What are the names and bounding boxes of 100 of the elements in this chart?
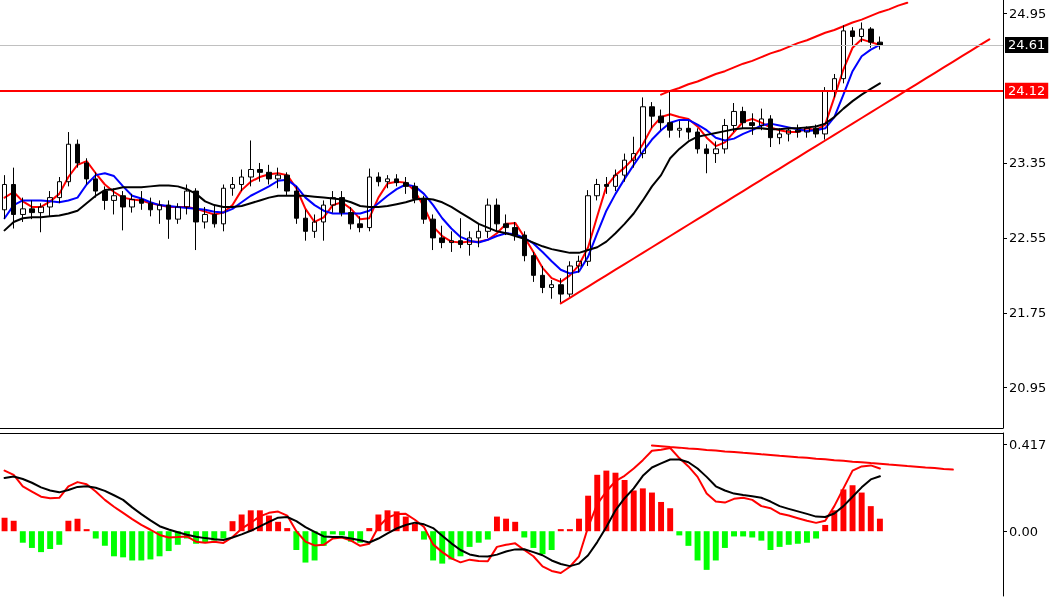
bar — [512, 521, 519, 532]
candlestick — [695, 127, 700, 155]
candlestick — [2, 174, 7, 220]
bar — [56, 531, 63, 545]
candlestick — [102, 185, 108, 211]
candlestick — [540, 265, 545, 294]
candlestick — [120, 190, 126, 231]
bar — [876, 518, 883, 532]
bar — [621, 480, 628, 532]
bar — [648, 492, 655, 532]
bar — [740, 531, 747, 537]
candlestick — [768, 114, 773, 148]
bar — [630, 490, 637, 532]
candlestick — [385, 174, 390, 189]
bar — [19, 531, 26, 543]
candlestick — [367, 168, 372, 232]
bar — [749, 531, 756, 538]
candlestick — [330, 190, 336, 214]
bar — [147, 531, 154, 560]
candlestick — [494, 198, 500, 232]
candlestick — [795, 124, 801, 139]
bar — [813, 531, 820, 539]
bar — [83, 529, 90, 532]
candlestick — [677, 120, 682, 139]
bar — [466, 531, 473, 547]
candlestick — [202, 206, 208, 230]
bar — [685, 531, 692, 546]
bar — [111, 531, 117, 557]
ref-line-label: 24.12 — [1008, 83, 1046, 99]
bar — [667, 508, 674, 532]
bar — [557, 529, 564, 532]
bar — [840, 489, 847, 532]
candlestick — [284, 171, 290, 197]
bar — [758, 531, 765, 541]
bar — [275, 521, 282, 532]
y-tick-label: 20.95 — [1009, 380, 1047, 396]
bar — [794, 531, 801, 544]
bar — [38, 531, 44, 553]
candlestick — [822, 86, 828, 141]
candlestick — [175, 202, 181, 225]
candlestick — [658, 109, 664, 131]
bar — [411, 523, 418, 532]
candlestick — [503, 213, 509, 236]
bar — [703, 531, 710, 570]
bar — [521, 531, 528, 538]
candlestick — [157, 199, 162, 225]
candlestick — [257, 162, 263, 183]
bar — [338, 531, 345, 536]
candlestick — [193, 187, 199, 251]
candlestick — [294, 185, 299, 225]
bar — [594, 474, 601, 532]
candlestick — [11, 167, 16, 230]
bar — [92, 531, 99, 539]
candlestick — [512, 221, 518, 242]
candlestick — [312, 213, 317, 239]
candlestick — [704, 143, 709, 174]
bar — [822, 524, 829, 532]
bar — [421, 531, 427, 540]
candlestick — [47, 190, 53, 217]
candlestick — [239, 169, 244, 192]
candlestick — [38, 202, 44, 233]
candlestick — [148, 197, 153, 217]
candlestick — [567, 260, 573, 298]
bar — [731, 531, 737, 537]
candlestick — [458, 217, 463, 249]
bar — [120, 531, 127, 558]
candlestick — [75, 139, 80, 169]
candlestick — [111, 187, 117, 215]
bar — [858, 492, 865, 532]
candlestick — [166, 199, 171, 240]
candlestick — [631, 136, 636, 169]
bar — [785, 531, 792, 545]
bar — [475, 531, 482, 543]
bar — [776, 531, 783, 547]
bar — [1, 517, 8, 532]
candlestick — [66, 131, 71, 187]
bar — [503, 518, 510, 532]
candlestick — [759, 108, 764, 131]
candlestick — [804, 125, 810, 139]
candlestick — [531, 251, 536, 283]
bar — [712, 531, 719, 561]
bar — [302, 531, 309, 563]
candlestick — [212, 204, 217, 229]
candlestick — [339, 190, 345, 217]
candlestick — [266, 164, 272, 185]
bar — [867, 506, 874, 532]
candlestick — [731, 102, 737, 133]
bar — [548, 531, 555, 551]
bar — [804, 531, 810, 543]
bar — [47, 531, 54, 549]
candlestick — [57, 176, 62, 204]
candlestick — [749, 112, 755, 136]
candlestick — [221, 184, 226, 232]
bar — [366, 528, 373, 532]
candlestick — [412, 182, 418, 204]
bar — [676, 531, 683, 536]
candlestick — [275, 167, 281, 189]
bar — [721, 531, 728, 548]
candlestick — [604, 176, 609, 195]
candlestick — [357, 215, 363, 233]
